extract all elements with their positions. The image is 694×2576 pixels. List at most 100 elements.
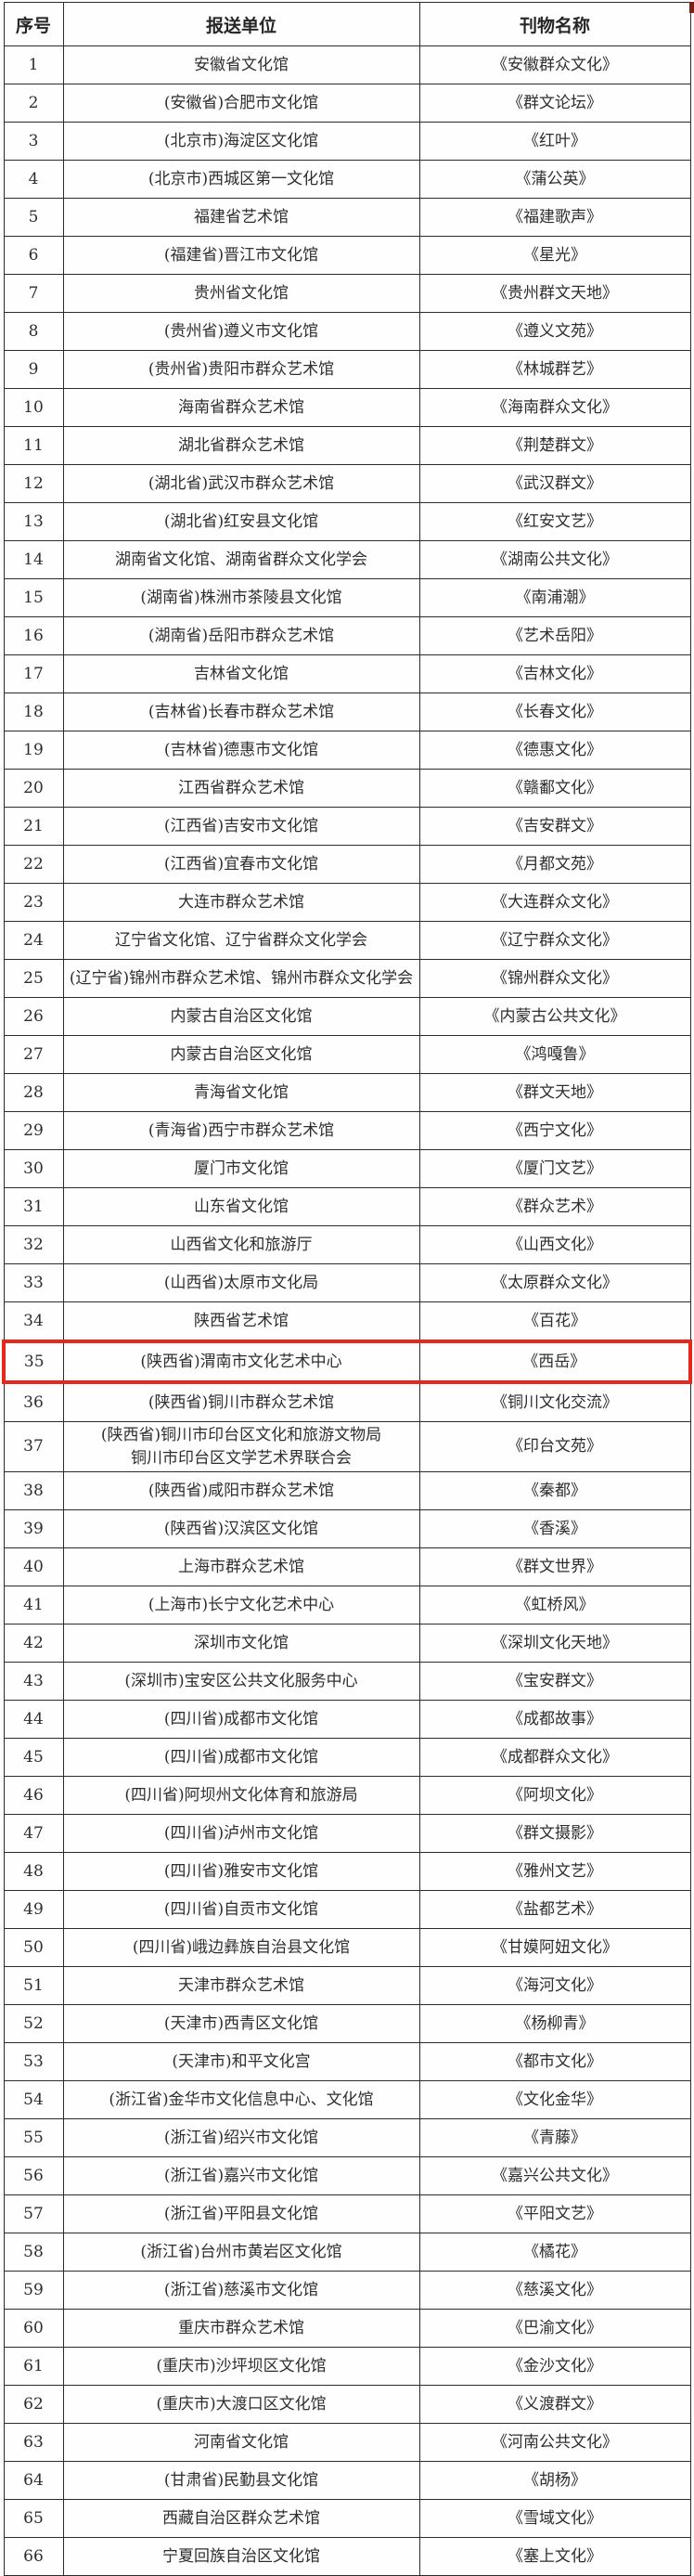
table-row: 63 河南省文化馆 《河南公共文化》 xyxy=(3,2423,691,2463)
publication-name-cell: 《橘花》 xyxy=(418,2233,691,2272)
publication-name-cell: 《印台文苑》 xyxy=(418,1420,691,1473)
publication-name-cell: 《金沙文化》 xyxy=(418,2347,691,2387)
row-number-cell: 23 xyxy=(3,883,64,922)
publication-name-cell: 《群文天地》 xyxy=(418,1073,691,1112)
reporting-unit-cell: (深圳市)宝安区公共文化服务中心 xyxy=(62,1662,420,1702)
publication-name-cell: 《长春文化》 xyxy=(418,693,691,731)
table-row: 12 (湖北省)武汉市群众艺术馆 《武汉群文》 xyxy=(3,464,691,503)
row-number-cell: 47 xyxy=(3,1814,64,1854)
reporting-unit-cell: (四川省)阿坝州文化体育和旅游局 xyxy=(62,1776,420,1816)
table-row: 3 (北京市)海淀区文化馆 《红叶》 xyxy=(3,122,691,161)
row-number-cell: 61 xyxy=(3,2347,64,2387)
publication-name-cell: 《月都文苑》 xyxy=(418,845,691,884)
table-row: 61 (重庆市)沙坪坝区文化馆 《金沙文化》 xyxy=(3,2347,691,2387)
publication-name-cell: 《辽宁群众文化》 xyxy=(418,921,691,960)
row-number-cell: 42 xyxy=(3,1624,64,1663)
reporting-unit-cell: (重庆市)大渡口区文化馆 xyxy=(62,2385,420,2425)
reporting-unit-cell: 山西省文化和旅游厅 xyxy=(62,1225,420,1264)
row-number-cell: 18 xyxy=(3,693,64,731)
table-row: 30 厦门市文化馆 《厦门文艺》 xyxy=(3,1149,691,1188)
corner-artifact xyxy=(689,2,694,13)
publication-name-cell: 《厦门文艺》 xyxy=(418,1149,691,1188)
reporting-unit-cell: (山西省)太原市文化局 xyxy=(62,1263,420,1302)
table-row: 53 (天津市)和平文化宫 《都市文化》 xyxy=(3,2042,691,2082)
publication-name-cell: 《西宁文化》 xyxy=(418,1111,691,1150)
reporting-unit-cell: (上海市)长宁文化艺术中心 xyxy=(62,1586,420,1625)
reporting-unit-cell: 辽宁省文化馆、辽宁省群众文化学会 xyxy=(62,921,420,960)
publication-name-cell: 《鸿嘎鲁》 xyxy=(418,1035,691,1074)
table-row: 42 深圳市文化馆 《深圳文化天地》 xyxy=(3,1624,691,1663)
row-number-cell: 44 xyxy=(3,1700,64,1740)
publication-name-cell: 《群众艺术》 xyxy=(418,1187,691,1226)
table-row: 1 安徽省文化馆 《安徽群众文化》 xyxy=(3,45,691,84)
header-row: 序号 报送单位 刊物名称 xyxy=(3,2,691,46)
row-number-cell: 20 xyxy=(3,769,64,808)
table-row: 51 天津市群众艺术馆 《海河文化》 xyxy=(3,1966,691,2006)
row-number-cell: 35 xyxy=(2,1340,64,1384)
row-number-cell: 52 xyxy=(3,2004,64,2044)
publication-name-cell: 《虹桥风》 xyxy=(418,1586,691,1625)
reporting-unit-cell: (湖南省)岳阳市群众艺术馆 xyxy=(62,616,420,655)
table-row: 26 内蒙古自治区文化馆 《内蒙古公共文化》 xyxy=(3,997,691,1036)
row-number-cell: 51 xyxy=(3,1966,64,2006)
reporting-unit-cell: 厦门市文化馆 xyxy=(62,1149,420,1188)
publication-name-cell: 《阿坝文化》 xyxy=(418,1776,691,1816)
table-row: 23 大连市群众艺术馆 《大连群众文化》 xyxy=(3,883,691,922)
publication-name-cell: 《义渡群文》 xyxy=(418,2385,691,2425)
row-number-cell: 14 xyxy=(3,540,64,579)
reporting-unit-cell: (天津市)西青区文化馆 xyxy=(62,2004,420,2044)
row-number-cell: 30 xyxy=(3,1149,64,1188)
publication-name-cell: 《山西文化》 xyxy=(418,1225,691,1264)
publication-name-cell: 《贵州群文天地》 xyxy=(418,274,691,313)
publication-name-cell: 《红安文艺》 xyxy=(418,502,691,541)
row-number-cell: 54 xyxy=(3,2080,64,2120)
publication-name-cell: 《南浦潮》 xyxy=(418,578,691,617)
row-number-cell: 39 xyxy=(3,1509,64,1549)
row-number-cell: 22 xyxy=(3,845,64,884)
reporting-unit-cell: (四川省)峨边彝族自治县文化馆 xyxy=(62,1928,420,1968)
publication-name-cell: 《青藤》 xyxy=(418,2118,691,2158)
reporting-unit-cell: 福建省艺术馆 xyxy=(62,198,420,237)
publication-name-cell: 《艺术岳阳》 xyxy=(418,616,691,655)
table-row: 37 (陕西省)铜川市印台区文化和旅游文物局 铜川市印台区文学艺术界联合会 《印台文… xyxy=(3,1420,691,1473)
publication-name-cell: 《深圳文化天地》 xyxy=(418,1624,691,1663)
reporting-unit-cell: (四川省)成都市文化馆 xyxy=(62,1738,420,1778)
publication-name-cell: 《群文论坛》 xyxy=(418,84,691,123)
row-number-cell: 16 xyxy=(3,616,64,655)
table-row: 52 (天津市)西青区文化馆 《杨柳青》 xyxy=(3,2004,691,2044)
table-row: 62 (重庆市)大渡口区文化馆 《义渡群文》 xyxy=(3,2385,691,2425)
publication-name-cell: 《盐都艺术》 xyxy=(418,1890,691,1930)
publication-name-cell: 《河南公共文化》 xyxy=(418,2423,691,2463)
row-number-cell: 6 xyxy=(3,236,64,275)
publication-name-cell: 《赣鄱文化》 xyxy=(418,769,691,808)
table-row: 17 吉林省文化馆 《吉林文化》 xyxy=(3,654,691,693)
table-header: 序号 报送单位 刊物名称 xyxy=(3,2,691,46)
row-number-cell: 29 xyxy=(3,1111,64,1150)
reporting-unit-cell: (贵州省)遵义市文化馆 xyxy=(62,312,420,351)
publication-name-cell: 《荆楚群文》 xyxy=(418,426,691,465)
table-row: 64 (甘肃省)民勤县文化馆 《胡杨》 xyxy=(3,2461,691,2501)
row-number-cell: 48 xyxy=(3,1852,64,1892)
reporting-unit-cell: (重庆市)沙坪坝区文化馆 xyxy=(62,2347,420,2387)
reporting-unit-cell: (浙江省)慈溪市文化馆 xyxy=(62,2271,420,2311)
header-cell-unit: 报送单位 xyxy=(62,2,420,46)
row-number-cell: 5 xyxy=(3,198,64,237)
table-row: 46 (四川省)阿坝州文化体育和旅游局 《阿坝文化》 xyxy=(3,1776,691,1816)
table-row: 48 (四川省)雅安市文化馆 《雅州文艺》 xyxy=(3,1852,691,1892)
table-row: 22 (江西省)宜春市文化馆 《月都文苑》 xyxy=(3,845,691,884)
table-row: 20 江西省群众艺术馆 《赣鄱文化》 xyxy=(3,769,691,808)
reporting-unit-cell: 上海市群众艺术馆 xyxy=(62,1547,420,1587)
row-number-cell: 32 xyxy=(3,1225,64,1264)
row-number-cell: 11 xyxy=(3,426,64,465)
reporting-unit-cell: (浙江省)绍兴市文化馆 xyxy=(62,2118,420,2158)
publication-name-cell: 《雅州文艺》 xyxy=(418,1852,691,1892)
reporting-unit-cell: (北京市)西城区第一文化馆 xyxy=(62,160,420,199)
reporting-unit-cell: 深圳市文化馆 xyxy=(62,1624,420,1663)
reporting-unit-cell: (四川省)成都市文化馆 xyxy=(62,1700,420,1740)
reporting-unit-cell: 山东省文化馆 xyxy=(62,1187,420,1226)
reporting-unit-cell: 大连市群众艺术馆 xyxy=(62,883,420,922)
reporting-unit-cell: (天津市)和平文化宫 xyxy=(62,2042,420,2082)
publication-name-cell: 《海河文化》 xyxy=(418,1966,691,2006)
reporting-unit-cell: (浙江省)台州市黄岩区文化馆 xyxy=(62,2233,420,2272)
table-row: 31 山东省文化馆 《群众艺术》 xyxy=(3,1187,691,1226)
